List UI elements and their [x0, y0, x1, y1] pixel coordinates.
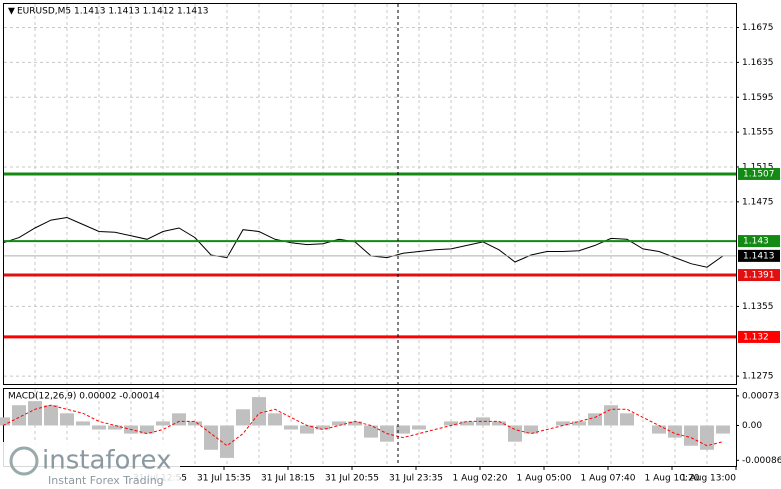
histogram-bar [668, 425, 682, 438]
histogram-bar [556, 421, 570, 426]
last-price-box [738, 249, 780, 262]
last-price-label: 1.1413 [743, 251, 775, 261]
tagline: Instant Forex Trading [48, 474, 164, 487]
y-tick-label: -0.00086 [742, 456, 781, 466]
logo-icon [9, 446, 39, 476]
histogram-bar [188, 421, 202, 426]
histogram-bar [268, 413, 282, 426]
y-tick-label: 0.00073 [742, 391, 779, 401]
histogram-bar [412, 425, 426, 430]
histogram-bar [716, 425, 730, 434]
histogram-bar [364, 425, 378, 438]
histogram-bar [236, 409, 250, 426]
y-tick-label: 1.1555 [742, 128, 774, 138]
histogram-bar [588, 413, 602, 426]
histogram-bar [252, 397, 266, 426]
y-tick-label: 1.1675 [742, 23, 774, 33]
histogram-bar [332, 421, 346, 426]
histogram-bar [76, 421, 90, 426]
histogram-bar [524, 425, 538, 434]
histogram-bar [684, 425, 698, 446]
brand: instaforex [42, 446, 171, 476]
histogram-bar [140, 425, 154, 434]
macd-title: MACD(12,26,9) 0.00002 -0.00014 [8, 392, 160, 402]
histogram-bar [28, 401, 42, 426]
x-tick-label: 1 Aug 13:00 [681, 474, 736, 484]
y-tick-label: 1.1475 [742, 197, 774, 207]
x-tick-label: 31 Jul 18:15 [261, 474, 315, 484]
chart-title: EURUSD,M5 1.1413 1.1413 1.1412 1.1413 [17, 7, 209, 17]
y-tick-label: 1.1595 [742, 93, 774, 103]
level-box [738, 235, 780, 248]
histogram-bar [204, 425, 218, 450]
level-box [738, 330, 780, 343]
x-tick-label: 1 Aug 07:40 [581, 474, 636, 484]
arrow: ▼ [8, 7, 15, 17]
histogram-bar [492, 421, 506, 426]
histogram-bar [284, 425, 298, 430]
histogram-bar [92, 425, 106, 430]
price-panel [3, 3, 737, 385]
x-tick-label: 1 Aug 05:00 [517, 474, 572, 484]
histogram-bar [652, 425, 666, 434]
histogram-bar [172, 413, 186, 426]
histogram-bar [60, 413, 74, 426]
y-tick-label: 1.1515 [742, 162, 774, 172]
x-tick-label: 1 Aug 10:20 [645, 474, 700, 484]
y-tick-label: 1.1355 [742, 302, 774, 312]
histogram-bar [0, 417, 10, 426]
histogram-bar [700, 425, 714, 450]
histogram-bar [604, 405, 618, 426]
histogram-bar [460, 421, 474, 426]
y-tick-label: 0.00 [742, 421, 762, 431]
x-tick-label: 31 Jul 15:35 [197, 474, 251, 484]
level-label: 1.1507 [743, 169, 775, 179]
level-label: 1.143 [743, 237, 769, 247]
histogram-bar [156, 421, 170, 426]
plot-layer: 1.1675 1.1635 1.1595 1.1555 1.1515 1.1475 1.13… [0, 4, 781, 484]
watermark: instaforex Instant Forex Trading [0, 442, 180, 489]
y-tick-label: 1.1635 [742, 58, 774, 68]
x-tick-label: 31 Jul 20:55 [325, 474, 379, 484]
histogram-bar [508, 425, 522, 442]
histogram-bar [348, 421, 362, 426]
level-box [738, 269, 780, 282]
histogram-bar [396, 425, 410, 434]
histogram-bar [220, 425, 234, 458]
x-tick-label: 1 Aug 02:20 [453, 474, 508, 484]
histogram-bar [572, 421, 586, 426]
level-box [738, 167, 780, 180]
histogram-bar [108, 425, 122, 430]
x-tick-label: 31 Jul 23:35 [389, 474, 443, 484]
histogram-bar [444, 421, 458, 426]
histogram-bar [476, 417, 490, 426]
histogram-bar [12, 405, 26, 426]
macd-panel [3, 388, 737, 467]
histogram-bar [316, 425, 330, 430]
y-tick-label: 1.1275 [742, 372, 774, 382]
level-label: 1.132 [743, 332, 769, 342]
histogram-bar [620, 413, 634, 426]
histogram-bar [300, 425, 314, 434]
histogram-bar [44, 405, 58, 426]
level-label: 1.1391 [743, 271, 775, 281]
